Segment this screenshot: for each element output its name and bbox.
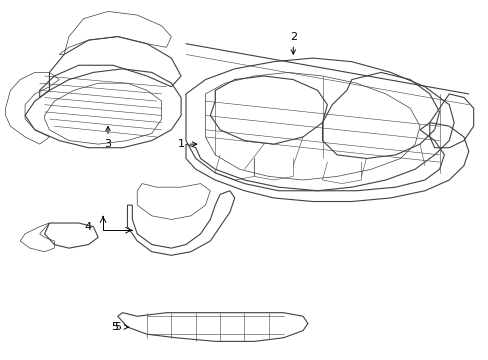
Text: 5: 5 bbox=[110, 322, 118, 332]
Text: 5: 5 bbox=[114, 322, 128, 332]
Text: 2: 2 bbox=[289, 32, 296, 54]
Text: 1: 1 bbox=[177, 139, 196, 149]
Text: 4: 4 bbox=[85, 222, 92, 231]
Text: 3: 3 bbox=[104, 126, 111, 149]
